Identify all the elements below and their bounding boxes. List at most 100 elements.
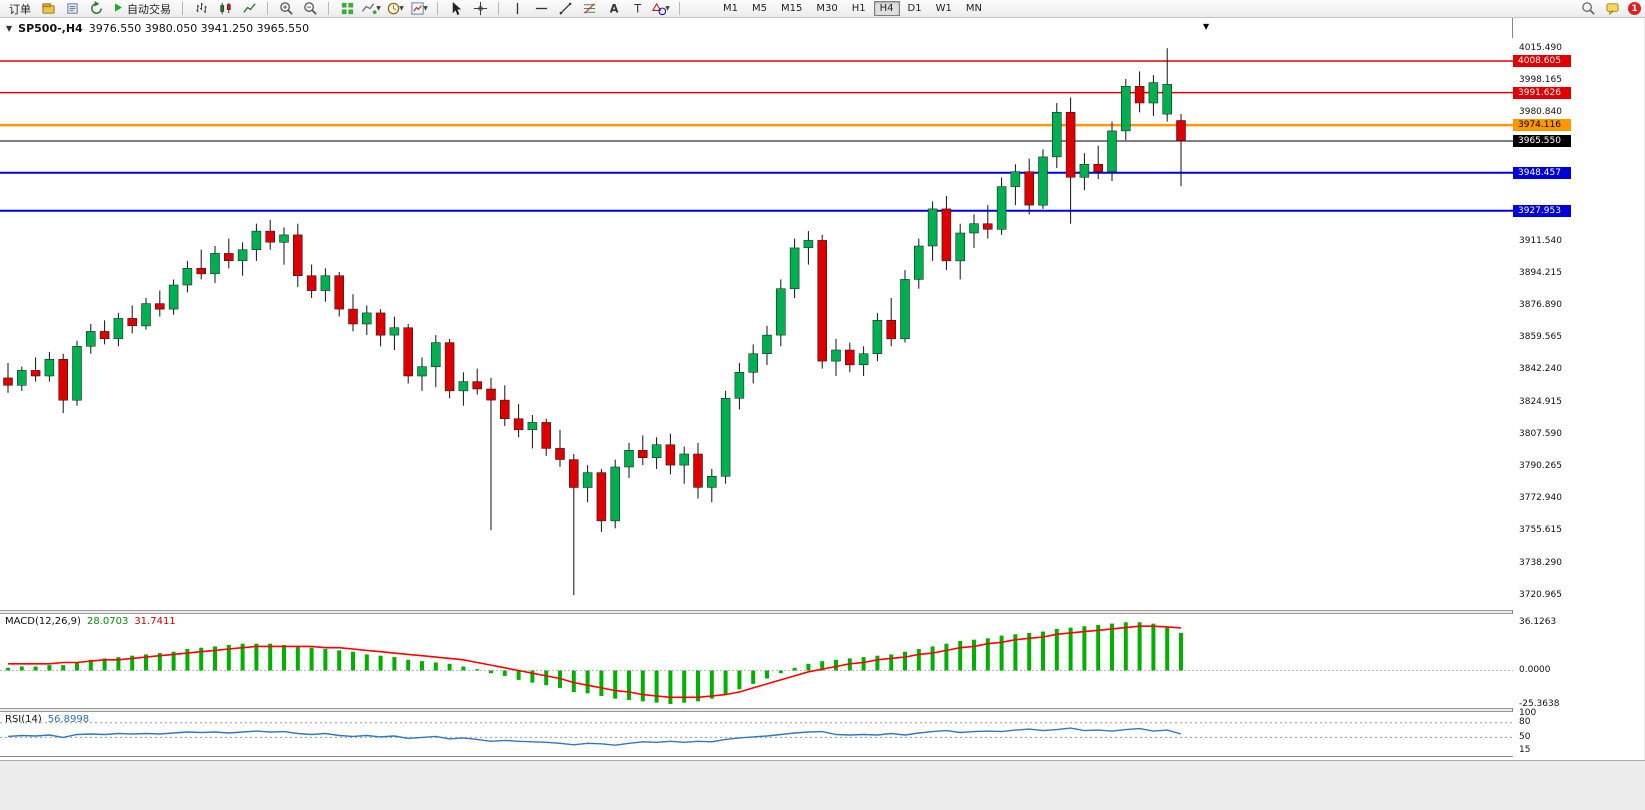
candle-body (320, 275, 331, 291)
rsi-chart-canvas[interactable] (0, 712, 1513, 756)
chart-plots-column: ▼ SP500-,H4 3976.550 3980.050 3941.250 3… (0, 18, 1513, 778)
panel-divider[interactable] (0, 610, 1512, 614)
candle-body (872, 320, 883, 354)
panel-divider[interactable] (0, 708, 1512, 712)
candle-body (182, 268, 193, 286)
price-level-badge: 3974.116 (1513, 119, 1571, 132)
candle-body (748, 353, 758, 373)
horizontal-line-icon[interactable] (529, 1, 553, 17)
price-scale-label: 3980.840 (1519, 107, 1562, 118)
line-chart-icon[interactable] (237, 1, 261, 17)
macd-main-value: 28.0703 (86, 616, 129, 627)
candle-body (375, 312, 386, 336)
candle-body (224, 253, 234, 262)
notification-badge[interactable]: 1 (1628, 2, 1641, 15)
price-scale-label: 3772.940 (1519, 493, 1562, 504)
candle-body (665, 444, 676, 466)
candle-body (569, 459, 579, 488)
periods-icon[interactable]: ▼ (383, 1, 407, 17)
svg-text:A: A (609, 2, 618, 15)
candle-body (1052, 112, 1062, 158)
candle-body (596, 472, 607, 522)
timeframe-M5[interactable]: M5 (746, 1, 773, 16)
rsi-panel: RSI(14) 56.8998 (0, 712, 1513, 756)
price-scale-label: 3720.965 (1519, 589, 1562, 600)
tile-windows-icon[interactable] (335, 1, 359, 17)
candle-body (348, 308, 358, 325)
chart-menu-icon[interactable]: ▼ (6, 23, 13, 33)
candle-body (1121, 86, 1131, 132)
refresh-icon[interactable] (84, 1, 108, 17)
chevron-down-icon: ▼ (376, 5, 381, 12)
candle-body (279, 234, 289, 243)
timeframe-MN[interactable]: MN (960, 1, 988, 16)
candle-body (44, 359, 55, 377)
bar-chart-icon[interactable] (189, 1, 213, 17)
price-scale-label: 3824.915 (1519, 396, 1562, 407)
zoom-in-icon[interactable] (274, 1, 298, 17)
price-scale-label: 3859.565 (1519, 332, 1562, 343)
history-icon[interactable] (60, 1, 84, 17)
price-level-badge: 3927.953 (1513, 204, 1571, 217)
candle-body (389, 327, 400, 336)
scroll-to-end-marker[interactable]: ▼ (1203, 22, 1210, 31)
toolbar-separator (267, 2, 268, 15)
autotrade-button[interactable]: 自动交易 (108, 1, 176, 17)
label-icon[interactable]: T (625, 1, 649, 17)
candle-body (196, 268, 206, 275)
timeframe-M30[interactable]: M30 (810, 1, 843, 16)
chart-title-row: ▼ SP500-,H4 3976.550 3980.050 3941.250 3… (0, 18, 1512, 38)
rsi-scale-label: 100 (1519, 708, 1537, 718)
candle-body (141, 303, 151, 327)
trendline-icon[interactable] (553, 1, 577, 17)
timeframe-M15[interactable]: M15 (775, 1, 808, 16)
crosshair-icon[interactable] (468, 1, 492, 17)
candle-body (1038, 156, 1048, 206)
candle-body (155, 303, 165, 310)
candle-body (900, 279, 910, 340)
timeframe-H1[interactable]: H1 (846, 1, 872, 16)
candlestick-chart-icon[interactable] (213, 1, 237, 17)
macd-signal-line (8, 625, 1182, 699)
price-scale-label: 3998.165 (1519, 74, 1562, 85)
timeframe-H4[interactable]: H4 (873, 1, 900, 16)
rsi-line (7, 727, 1182, 746)
orders-button[interactable]: 订单 (4, 1, 36, 17)
candle-body (431, 342, 441, 367)
candle-body (831, 349, 841, 362)
candle-body (955, 232, 965, 262)
candle-body (1162, 84, 1172, 115)
price-scale-label: 3876.890 (1519, 300, 1562, 311)
price-scale-label: 3738.290 (1519, 557, 1562, 568)
price-level-badge: 3948.457 (1513, 166, 1571, 179)
search-icon[interactable] (1576, 1, 1600, 17)
macd-signal-value: 31.7411 (134, 616, 176, 627)
candle-body (99, 331, 110, 340)
timeframe-M1[interactable]: M1 (717, 1, 744, 16)
candle-body (624, 450, 634, 468)
fibonacci-icon[interactable] (577, 1, 601, 17)
candle-body (403, 327, 413, 377)
candle-body (17, 370, 27, 386)
candle-body (210, 253, 220, 275)
candle-body (458, 381, 469, 392)
chat-icon[interactable] (1600, 1, 1624, 17)
timeframe-D1[interactable]: D1 (902, 1, 928, 16)
price-scale-label: 3911.540 (1519, 235, 1562, 246)
shapes-icon[interactable]: ▼ (649, 1, 673, 17)
timeframe-W1[interactable]: W1 (930, 1, 958, 16)
vertical-line-icon[interactable] (505, 1, 529, 17)
main-chart-canvas[interactable] (0, 38, 1513, 610)
macd-chart-canvas[interactable] (0, 614, 1513, 708)
price-axis[interactable]: 4015.490 3998.165 3980.840 3911.540 3894.215… (1513, 18, 1644, 778)
text-icon[interactable]: A (601, 1, 625, 17)
candle-body (265, 230, 275, 243)
chevron-down-icon: ▼ (423, 5, 428, 12)
wallet-icon[interactable] (36, 1, 60, 17)
add-indicator-icon[interactable]: ▼ (359, 1, 383, 17)
cursor-icon[interactable] (444, 1, 468, 17)
main-toolbar: 订单 自动交易 ▼ ▼ ▼ (0, 0, 1645, 18)
price-scale-label: 3790.265 (1519, 461, 1562, 471)
templates-icon[interactable]: ▼ (407, 1, 431, 17)
zoom-out-icon[interactable] (298, 1, 322, 17)
